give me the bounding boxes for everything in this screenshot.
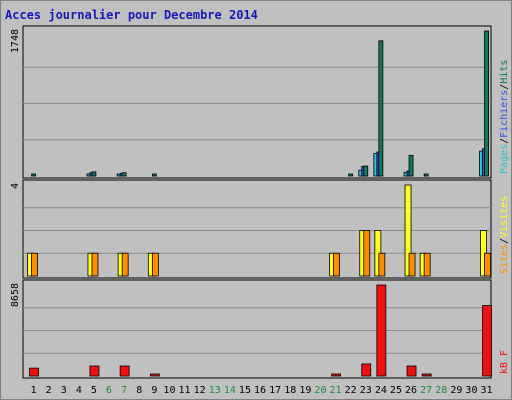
x-tick-label: 26 <box>405 385 417 396</box>
panel-max-label: 8658 <box>10 283 21 307</box>
bar-hits-day-31 <box>484 30 489 177</box>
x-tick-label: 9 <box>151 385 157 396</box>
bar-sites-day-21 <box>333 252 340 277</box>
bar-hits-day-1 <box>31 173 36 177</box>
legend-separator: / <box>499 138 510 144</box>
chart-title: Acces journalier pour Decembre 2014 <box>5 8 258 22</box>
legend-separator: / <box>499 84 510 90</box>
bar-sites-day-1 <box>31 252 38 277</box>
x-tick-label: 28 <box>435 385 447 396</box>
panel-legend: Sites/Visites <box>499 196 510 274</box>
x-tick-label: 13 <box>209 385 221 396</box>
x-tick-label: 30 <box>465 385 477 396</box>
legend-sites: Sites <box>499 244 510 274</box>
x-tick-label: 5 <box>91 385 97 396</box>
bar-kb-f-day-21 <box>331 373 341 377</box>
x-tick-label: 25 <box>390 385 402 396</box>
x-tick-label: 3 <box>61 385 67 396</box>
x-tick-label: 19 <box>299 385 311 396</box>
x-tick-label: 10 <box>163 385 175 396</box>
x-tick-label: 7 <box>121 385 127 396</box>
x-tick-label: 31 <box>481 385 493 396</box>
bar-kb-f-day-27 <box>421 373 432 377</box>
x-tick-label: 2 <box>46 385 52 396</box>
bar-kb-f-day-24 <box>376 284 387 377</box>
bar-hits-day-26 <box>408 154 414 177</box>
bar-sites-day-9 <box>151 252 159 277</box>
chart-panels: 1748Pages/Fichiers/Hits4Sites/Visites865… <box>10 25 510 379</box>
panel-legend: kB F <box>499 350 510 374</box>
bar-kb-f-day-9 <box>149 373 160 377</box>
bar-kb-f-day-31 <box>482 305 492 377</box>
bar-hits-day-24 <box>378 40 384 177</box>
x-tick-label: 8 <box>136 385 142 396</box>
bar-sites-day-24 <box>378 252 386 277</box>
legend-pages: Pages <box>499 144 510 174</box>
panel-background <box>22 279 492 379</box>
x-tick-label: 11 <box>179 385 191 396</box>
x-tick-label: 4 <box>76 385 82 396</box>
x-tick-label: 12 <box>194 385 206 396</box>
bar-hits-day-27 <box>423 173 429 177</box>
legend-separator: / <box>499 238 510 244</box>
bar-kb-f-day-7 <box>119 365 130 377</box>
bar-sites-day-5 <box>91 252 99 277</box>
x-tick-label: 22 <box>345 385 357 396</box>
legend-fichiers: Fichiers <box>499 90 510 138</box>
panel-max-label: 1748 <box>10 29 21 53</box>
x-tick-label: 17 <box>269 385 281 396</box>
panel-max-label: 4 <box>10 183 21 189</box>
bar-hits-day-9 <box>151 173 157 177</box>
x-tick-label: 24 <box>375 385 387 396</box>
bar-hits-day-5 <box>91 171 97 177</box>
bar-hits-day-23 <box>363 165 369 177</box>
x-tick-label: 29 <box>450 385 462 396</box>
x-tick-label: 16 <box>254 385 266 396</box>
panel-background <box>22 25 492 179</box>
bar-visites-day-26 <box>404 184 412 277</box>
bar-sites-day-27 <box>423 252 431 277</box>
bar-kb-f-day-23 <box>361 363 372 377</box>
bar-hits-day-7 <box>121 172 127 177</box>
bar-kb-f-day-1 <box>29 367 39 377</box>
panel-kb: 8658 kB F <box>10 279 510 379</box>
x-tick-label: 21 <box>330 385 342 396</box>
legend-visites: Visites <box>499 196 510 238</box>
x-tick-label: 27 <box>420 385 432 396</box>
bar-kb-f-day-26 <box>406 365 417 377</box>
panel-legend: Pages/Fichiers/Hits <box>499 60 510 174</box>
x-tick-label: 20 <box>314 385 326 396</box>
bar-sites-day-7 <box>121 252 129 277</box>
x-tick-label: 23 <box>360 385 372 396</box>
legend-hits: Hits <box>499 60 510 84</box>
x-tick-label: 1 <box>31 385 37 396</box>
bar-hits-day-22 <box>348 173 354 177</box>
panel-visits-sites: 4 Sites/Visites <box>10 179 510 279</box>
x-tick-label: 14 <box>224 385 236 396</box>
bar-kb-f-day-5 <box>89 365 100 377</box>
x-tick-label: 15 <box>239 385 251 396</box>
x-tick-label: 6 <box>106 385 112 396</box>
bar-sites-day-23 <box>363 230 371 277</box>
legend-kb-f: kB F <box>499 350 510 374</box>
bar-sites-day-26 <box>408 252 416 277</box>
x-axis: 1 2 3 4 5 6 7 8 9 10 11 12 13 14 15 16 17 18 19 20 21 22 23 24 2… <box>31 385 493 396</box>
x-tick-label: 18 <box>284 385 296 396</box>
bar-sites-day-31 <box>484 252 491 277</box>
